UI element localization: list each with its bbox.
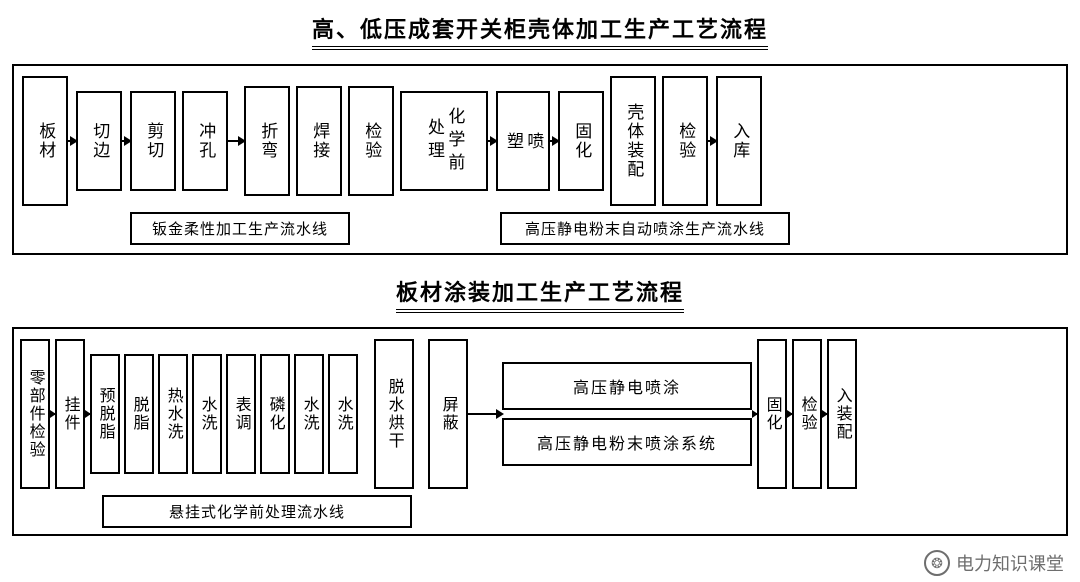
s2-caption: 悬挂式化学前处理流水线	[102, 495, 412, 528]
s1-node-4: 折弯	[244, 86, 290, 196]
s2-node-2: 预脱脂	[90, 354, 120, 474]
s2-r1: 检验	[792, 339, 822, 489]
arrow-icon	[752, 413, 757, 415]
flow-2-outer: 零部件检验 挂件 预脱脂 脱脂 热水洗 水洗 表调 磷化 水洗 水洗 脱水烘干 …	[12, 327, 1068, 536]
s1-node-2: 剪切	[130, 91, 176, 191]
s2-node-8: 水洗	[294, 354, 324, 474]
section-2: 板材涂装加工生产工艺流程 零部件检验 挂件 预脱脂 脱脂 热水洗 水洗 表调 磷…	[12, 275, 1068, 536]
s1-node-1: 切边	[76, 91, 122, 191]
arrow-icon	[50, 413, 55, 415]
s2-node-9: 水洗	[328, 354, 358, 474]
s1-node-10: 壳体装配	[610, 76, 656, 206]
title-2-wrap: 板材涂装加工生产工艺流程	[12, 275, 1068, 313]
arrow-icon	[822, 413, 827, 415]
arrow-icon	[122, 140, 130, 142]
watermark-icon: ❂	[924, 550, 950, 576]
arrow-icon	[708, 140, 716, 142]
section-1: 高、低压成套开关柜壳体加工生产工艺流程 板材 切边 剪切 冲孔 折弯 焊接 检验…	[12, 12, 1068, 255]
s2-node-4: 热水洗	[158, 354, 188, 474]
flow-2-captions: 悬挂式化学前处理流水线	[20, 495, 1060, 528]
s1-node-5: 焊接	[296, 86, 342, 196]
s1-node-9: 固化	[558, 91, 604, 191]
arrow-icon	[488, 140, 496, 142]
s2-node-7: 磷化	[260, 354, 290, 474]
s2-node-6: 表调	[226, 354, 256, 474]
s1-node-0: 板材	[22, 76, 68, 206]
s1-caption-left: 钣金柔性加工生产流水线	[130, 212, 350, 245]
s2-node-3: 脱脂	[124, 354, 154, 474]
s2-node-0: 零部件检验	[20, 339, 50, 489]
s2-node-5: 水洗	[192, 354, 222, 474]
s2-wide-stack: 高压静电喷涂 高压静电粉末喷涂系统	[502, 362, 752, 466]
flow-2-row: 零部件检验 挂件 预脱脂 脱脂 热水洗 水洗 表调 磷化 水洗 水洗 脱水烘干 …	[20, 339, 1060, 489]
s2-wide-bottom: 高压静电粉末喷涂系统	[502, 418, 752, 466]
s1-node-12: 入库	[716, 76, 762, 206]
arrow-icon	[468, 413, 502, 415]
s2-mid-1: 屏蔽	[428, 339, 468, 489]
s2-r0: 固化	[757, 339, 787, 489]
arrow-icon	[85, 413, 90, 415]
s1-node-6: 检验	[348, 86, 394, 196]
arrow-icon	[228, 140, 244, 142]
s1-node-11: 检验	[662, 76, 708, 206]
arrow-icon	[68, 140, 76, 142]
flow-1-outer: 板材 切边 剪切 冲孔 折弯 焊接 检验 化学前处理 喷喷塑塑 固化 壳体装配 …	[12, 64, 1068, 255]
s1-node-8: 喷喷塑塑	[496, 91, 550, 191]
title-1-wrap: 高、低压成套开关柜壳体加工生产工艺流程	[12, 12, 1068, 50]
s1-node-7: 化学前处理	[400, 91, 488, 191]
s2-node-1: 挂件	[55, 339, 85, 489]
watermark: ❂ 电力知识课堂	[924, 550, 1064, 576]
arrow-icon	[550, 140, 558, 142]
s1-caption-right: 高压静电粉末自动喷涂生产流水线	[500, 212, 790, 245]
title-2: 板材涂装加工生产工艺流程	[396, 275, 684, 313]
arrow-icon	[787, 413, 792, 415]
flow-1-captions: 钣金柔性加工生产流水线 高压静电粉末自动喷涂生产流水线	[22, 212, 1058, 245]
watermark-text: 电力知识课堂	[956, 550, 1064, 576]
s2-wide-top: 高压静电喷涂	[502, 362, 752, 410]
flow-1-row: 板材 切边 剪切 冲孔 折弯 焊接 检验 化学前处理 喷喷塑塑 固化 壳体装配 …	[22, 76, 1058, 206]
s2-r2: 入装配	[827, 339, 857, 489]
s2-mid-0: 脱水烘干	[374, 339, 414, 489]
title-1: 高、低压成套开关柜壳体加工生产工艺流程	[312, 12, 768, 50]
s1-node-3: 冲孔	[182, 91, 228, 191]
